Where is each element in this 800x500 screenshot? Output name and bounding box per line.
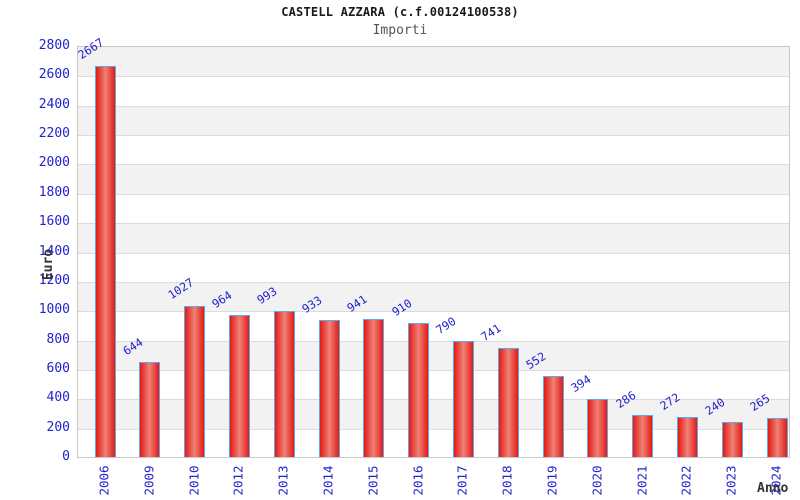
y-tick-label: 1400 [38, 243, 70, 259]
x-tick-label-text: 2006 [96, 464, 112, 496]
y-tick-label: 400 [46, 390, 70, 406]
bar-2017 [452, 341, 474, 457]
bar-2022 [676, 417, 698, 457]
plot-band [78, 135, 789, 164]
plot-band [78, 194, 789, 223]
x-tick-label-text: 2023 [723, 464, 739, 496]
chart-subtitle: Importi [372, 23, 428, 38]
x-tick-label-2022: 2022 [665, 460, 707, 500]
bar-2020 [587, 399, 609, 457]
bar-2014 [318, 320, 340, 457]
plot-band [78, 164, 789, 194]
y-tick-label: 1600 [38, 214, 70, 230]
x-tick-label-text: 2017 [454, 464, 470, 496]
y-tick-label: 2200 [38, 126, 70, 142]
plot-band [78, 253, 789, 282]
y-tick-label: 2600 [38, 67, 70, 83]
bar-2012 [228, 315, 250, 457]
x-tick-label-2023: 2023 [710, 460, 752, 500]
plot-area [77, 46, 790, 458]
y-axis-title: Euro [38, 234, 60, 294]
x-axis-title: Anno [757, 481, 789, 496]
x-tick-label-2016: 2016 [397, 460, 439, 500]
plot-band [78, 223, 789, 253]
x-tick-label-text: 2010 [186, 464, 202, 496]
x-tick-label-text: 2020 [589, 464, 605, 496]
bar-2010 [184, 306, 206, 457]
bar-2019 [542, 376, 564, 457]
x-tick-label-text: 2012 [230, 464, 246, 496]
bar-2021 [632, 415, 654, 457]
x-tick-label-2019: 2019 [531, 460, 573, 500]
x-tick-label-2015: 2015 [352, 460, 394, 500]
plot-band [78, 106, 789, 135]
y-tick-label: 2800 [38, 38, 70, 53]
x-tick-label-text: 2019 [544, 464, 560, 496]
bar-2013 [273, 311, 295, 457]
y-tick-label: 2000 [38, 155, 70, 171]
x-tick-label-2018: 2018 [486, 460, 528, 500]
x-tick-label-text: 2015 [365, 464, 381, 496]
x-tick-label-text: 2016 [410, 464, 426, 496]
y-tick-label: 800 [46, 331, 70, 347]
bar-2023 [721, 422, 743, 457]
y-tick-label: 1800 [38, 184, 70, 200]
x-tick-label-2014: 2014 [307, 460, 349, 500]
x-tick-label-text: 2009 [141, 464, 157, 496]
bar-2018 [497, 348, 519, 457]
x-tick-label-text: 2018 [499, 464, 515, 496]
y-tick-label: 1000 [38, 302, 70, 318]
x-tick-label-2021: 2021 [621, 460, 663, 500]
x-tick-label-text: 2014 [320, 464, 336, 496]
y-tick-label: 2400 [38, 96, 70, 112]
x-tick-label-2009: 2009 [128, 460, 170, 500]
x-tick-label-text: 2013 [275, 464, 291, 496]
plot-band [78, 47, 789, 76]
y-axis-title-text: Euro [41, 248, 57, 280]
x-tick-label-text: 2022 [678, 464, 694, 496]
x-tick-label-text: 2021 [634, 464, 650, 496]
y-tick-label: 1200 [38, 272, 70, 288]
y-tick-label: 600 [46, 360, 70, 376]
x-tick-label-2013: 2013 [262, 460, 304, 500]
x-tick-label-2010: 2010 [173, 460, 215, 500]
bar-2009 [139, 362, 161, 457]
plot-band [78, 76, 789, 106]
x-tick-label-2017: 2017 [441, 460, 483, 500]
chart-title: CASTELL AZZARA (c.f.00124100538) [281, 5, 519, 19]
bar-2024 [766, 418, 788, 457]
bar-2006 [94, 66, 116, 457]
bar-2016 [408, 323, 430, 457]
x-tick-label-2006: 2006 [83, 460, 125, 500]
x-tick-label-2012: 2012 [217, 460, 259, 500]
y-tick-label: 0 [62, 449, 70, 464]
x-tick-label-2020: 2020 [576, 460, 618, 500]
bar-2015 [363, 319, 385, 457]
y-tick-label: 200 [46, 419, 70, 435]
